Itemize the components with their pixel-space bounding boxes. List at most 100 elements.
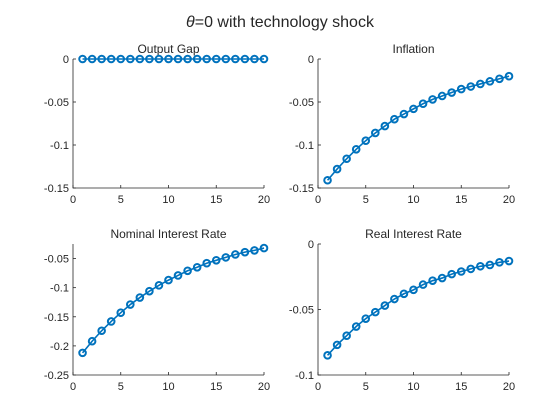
data-point bbox=[399, 289, 409, 299]
data-point bbox=[135, 293, 145, 302]
y-tick-label: -0.1 bbox=[295, 370, 314, 382]
figure-title: θ=0 with technology shock bbox=[186, 14, 375, 31]
data-point bbox=[399, 109, 409, 119]
axes-box bbox=[317, 59, 509, 189]
y-tick-label: -0.1 bbox=[50, 140, 69, 152]
data-point bbox=[164, 275, 173, 285]
y-tick-label: -0.1 bbox=[295, 140, 314, 152]
y-tick-label: -0.15 bbox=[44, 312, 69, 324]
data-point bbox=[342, 154, 351, 164]
x-tick-label: 5 bbox=[363, 194, 369, 206]
data-point bbox=[380, 301, 390, 310]
data-point bbox=[361, 136, 371, 145]
data-point bbox=[231, 250, 240, 259]
data-point bbox=[428, 276, 437, 285]
data-point bbox=[126, 300, 135, 309]
data-point bbox=[418, 99, 428, 109]
x-tick-label: 15 bbox=[455, 381, 467, 393]
data-point bbox=[202, 258, 211, 268]
subplot-title: Inflation bbox=[392, 42, 434, 56]
data-point bbox=[504, 71, 514, 81]
x-tick-label: 15 bbox=[210, 194, 222, 206]
series-line bbox=[326, 75, 510, 181]
data-point bbox=[332, 340, 342, 350]
data-point bbox=[418, 280, 428, 289]
data-point bbox=[231, 54, 240, 64]
data-point bbox=[97, 54, 106, 64]
x-tick-label: 20 bbox=[258, 381, 270, 393]
y-tick-label: -0.15 bbox=[44, 183, 69, 195]
data-point bbox=[323, 351, 332, 360]
y-tick-label: 0 bbox=[308, 239, 314, 251]
x-tick-label: 15 bbox=[455, 194, 467, 206]
data-point bbox=[164, 54, 173, 64]
data-point bbox=[192, 262, 202, 272]
y-tick-label: -0.05 bbox=[44, 254, 69, 266]
y-tick-label: -0.1 bbox=[50, 283, 69, 295]
data-point bbox=[437, 273, 447, 283]
data-point bbox=[485, 77, 495, 86]
y-tick-label: -0.2 bbox=[50, 341, 69, 353]
data-point bbox=[361, 314, 371, 323]
series-line bbox=[81, 247, 265, 354]
data-point bbox=[97, 326, 106, 336]
subplot-title: Nominal Interest Rate bbox=[110, 227, 226, 241]
data-point bbox=[476, 79, 485, 89]
data-point bbox=[504, 256, 514, 266]
data-point bbox=[259, 54, 269, 64]
data-point bbox=[428, 95, 437, 104]
x-tick-label: 0 bbox=[315, 194, 321, 206]
data-point bbox=[342, 331, 351, 341]
data-point bbox=[202, 54, 211, 64]
data-point bbox=[351, 145, 361, 154]
data-point bbox=[106, 54, 116, 64]
x-tick-label: 0 bbox=[70, 194, 76, 206]
data-point bbox=[173, 54, 183, 64]
data-point bbox=[116, 308, 126, 318]
data-point bbox=[211, 54, 221, 64]
data-point bbox=[145, 54, 154, 64]
data-point bbox=[447, 88, 457, 97]
data-point bbox=[250, 246, 259, 255]
x-tick-label: 10 bbox=[407, 381, 419, 393]
data-point bbox=[390, 114, 399, 124]
data-point bbox=[145, 286, 154, 296]
x-tick-label: 20 bbox=[503, 194, 515, 206]
y-tick-label: 0 bbox=[308, 54, 314, 66]
figure-title-text: =0 with technology shock bbox=[195, 14, 375, 31]
subplot-title: Output Gap bbox=[137, 42, 199, 56]
data-point bbox=[437, 91, 447, 101]
data-point bbox=[390, 294, 399, 304]
x-tick-label: 10 bbox=[162, 194, 174, 206]
data-point bbox=[116, 54, 126, 64]
data-point bbox=[447, 269, 457, 279]
data-point bbox=[221, 54, 231, 64]
subplot-4: Real Interest Rate 0 5 10 15 20 0 -0.05 -0.1 bbox=[289, 227, 515, 393]
data-point bbox=[476, 261, 485, 271]
x-tick-label: 15 bbox=[210, 381, 222, 393]
data-point bbox=[259, 243, 269, 253]
data-point bbox=[351, 322, 361, 331]
data-point bbox=[211, 256, 221, 265]
data-point bbox=[466, 82, 476, 91]
data-point bbox=[485, 260, 495, 270]
data-point bbox=[87, 336, 97, 346]
data-point bbox=[380, 121, 390, 131]
data-point bbox=[135, 54, 145, 64]
data-point bbox=[154, 54, 164, 64]
figure-title-symbol: θ bbox=[186, 14, 195, 31]
y-tick-label: 0 bbox=[63, 54, 69, 66]
y-tick-label: -0.05 bbox=[289, 305, 314, 317]
data-point bbox=[456, 267, 466, 276]
data-point bbox=[192, 54, 202, 64]
data-point bbox=[466, 264, 476, 274]
x-tick-label: 0 bbox=[315, 381, 321, 393]
data-point bbox=[78, 348, 87, 358]
data-point bbox=[126, 54, 135, 64]
axes-box bbox=[72, 244, 264, 376]
series-line bbox=[326, 260, 510, 356]
data-point bbox=[240, 54, 250, 64]
x-tick-label: 5 bbox=[118, 381, 124, 393]
